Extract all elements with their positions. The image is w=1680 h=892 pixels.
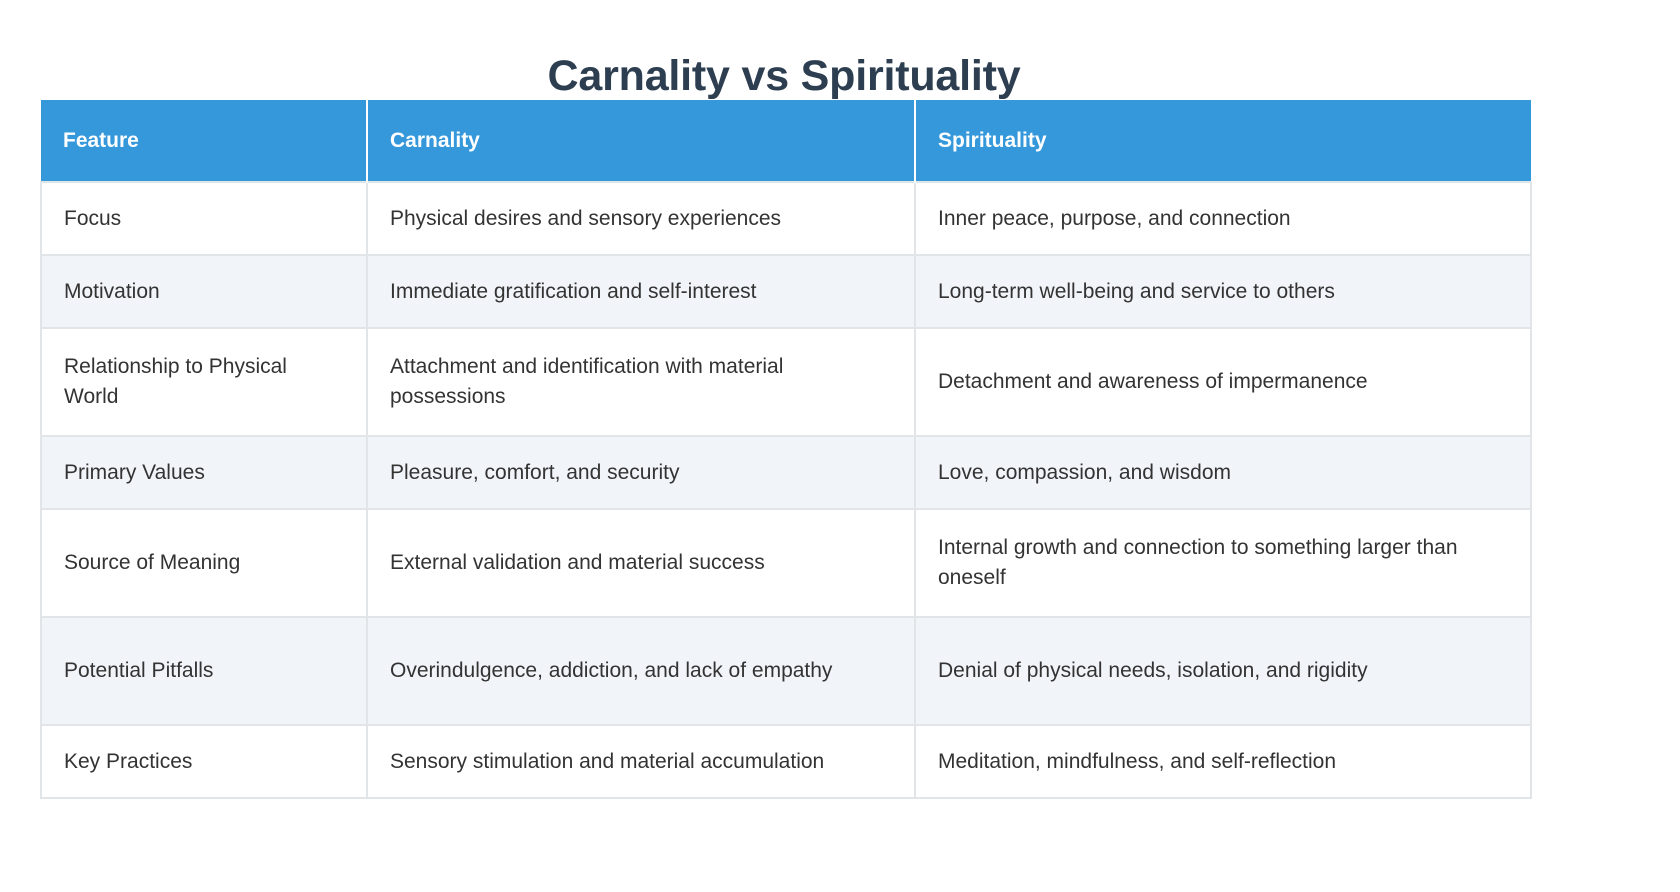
cell-feature: Motivation (40, 255, 368, 329)
cell-feature: Source of Meaning (40, 509, 368, 618)
cell-feature: Potential Pitfalls (40, 617, 368, 726)
cell-spirituality: Love, compassion, and wisdom (915, 436, 1532, 510)
cell-carnality: External validation and material success (367, 509, 916, 618)
table-header-row: Feature Carnality Spirituality (41, 100, 1531, 182)
cell-spirituality: Meditation, mindfulness, and self-reflec… (915, 725, 1532, 799)
cell-carnality: Attachment and identification with mater… (367, 328, 916, 437)
cell-carnality: Physical desires and sensory experiences (367, 181, 916, 256)
cell-carnality: Sensory stimulation and material accumul… (367, 725, 916, 799)
cell-feature: Primary Values (40, 436, 368, 510)
cell-carnality: Pleasure, comfort, and security (367, 436, 916, 510)
cell-spirituality: Detachment and awareness of impermanence (915, 328, 1532, 437)
cell-spirituality: Internal growth and connection to someth… (915, 509, 1532, 618)
table-row: Focus Physical desires and sensory exper… (40, 181, 1532, 256)
cell-carnality: Immediate gratification and self-interes… (367, 255, 916, 329)
table-row: Potential Pitfalls Overindulgence, addic… (40, 617, 1532, 726)
table-header: Feature Carnality Spirituality (41, 100, 1531, 182)
table-row: Key Practices Sensory stimulation and ma… (40, 725, 1532, 799)
table-row: Primary Values Pleasure, comfort, and se… (40, 436, 1532, 510)
column-header-spirituality[interactable]: Spirituality (915, 100, 1531, 182)
cell-feature: Relationship to Physical World (40, 328, 368, 437)
table-body: Focus Physical desires and sensory exper… (40, 181, 1532, 799)
cell-spirituality: Denial of physical needs, isolation, and… (915, 617, 1532, 726)
cell-carnality: Overindulgence, addiction, and lack of e… (367, 617, 916, 726)
cell-feature: Focus (40, 181, 368, 256)
comparison-table-container: Feature Carnality Spirituality Focus Phy… (40, 100, 1532, 799)
table-row: Motivation Immediate gratification and s… (40, 255, 1532, 329)
page-title: Carnality vs Spirituality (547, 51, 1021, 100)
comparison-table: Feature Carnality Spirituality Focus Phy… (40, 100, 1532, 799)
table-row: Source of Meaning External validation an… (40, 509, 1532, 618)
cell-feature: Key Practices (40, 725, 368, 799)
cell-spirituality: Inner peace, purpose, and connection (915, 181, 1532, 256)
cell-spirituality: Long-term well-being and service to othe… (915, 255, 1532, 329)
table-row: Relationship to Physical World Attachmen… (40, 328, 1532, 437)
column-header-feature[interactable]: Feature (41, 100, 368, 182)
column-header-carnality[interactable]: Carnality (367, 100, 916, 182)
